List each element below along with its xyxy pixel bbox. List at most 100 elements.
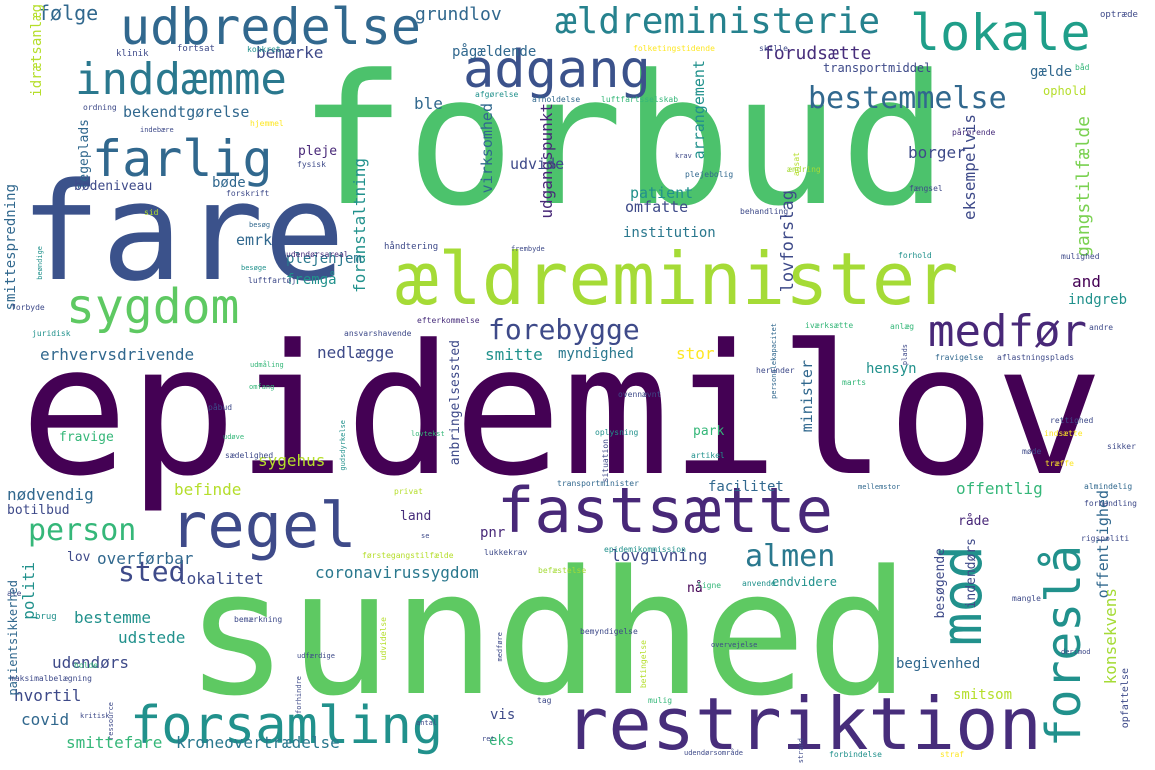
word-134: efterkommelse bbox=[417, 316, 480, 325]
word-45: bøde bbox=[212, 175, 246, 191]
word-198: straf bbox=[940, 750, 965, 759]
word-105: folketingstidende bbox=[633, 44, 715, 53]
word-41: borger bbox=[908, 143, 966, 162]
word-96: smittefare bbox=[66, 733, 163, 752]
word-197: forbindelse bbox=[829, 750, 882, 759]
word-84: coronavirussygdom bbox=[315, 563, 479, 582]
word-36: virksomhed bbox=[478, 103, 496, 194]
word-129: mulighed bbox=[1061, 252, 1100, 261]
word-107: båd bbox=[1075, 63, 1090, 72]
word-1: forbud bbox=[298, 37, 949, 246]
word-192: ressource bbox=[107, 702, 115, 740]
word-135: iværksætte bbox=[805, 321, 854, 330]
word-18: ældreministerie bbox=[555, 1, 881, 42]
word-141: personalekapacitet bbox=[770, 323, 778, 399]
word-90: udendørs bbox=[52, 653, 130, 672]
word-40: gangstilfælde bbox=[1073, 116, 1094, 257]
word-145: fravigelse bbox=[935, 353, 984, 362]
word-154: lovtekst bbox=[411, 430, 445, 438]
word-91: begivenhed bbox=[896, 656, 981, 672]
word-64: park bbox=[693, 424, 725, 439]
word-68: befinde bbox=[174, 480, 242, 499]
word-150: rettighed bbox=[1050, 416, 1094, 425]
word-59: myndighed bbox=[558, 346, 634, 362]
word-194: ret bbox=[482, 735, 495, 743]
word-98: eks bbox=[489, 733, 515, 749]
word-11: inddæmme bbox=[75, 54, 287, 105]
word-13: farlig bbox=[92, 130, 273, 188]
word-127: frembyde bbox=[511, 245, 545, 253]
word-25: grundlov bbox=[415, 4, 502, 25]
word-43: udvide bbox=[510, 155, 565, 173]
word-57: erhvervsdrivende bbox=[40, 345, 195, 364]
word-65: fravige bbox=[59, 430, 114, 445]
word-89: udstede bbox=[118, 628, 186, 647]
word-191: kritisk bbox=[80, 712, 110, 720]
word-137: andre bbox=[1089, 323, 1114, 332]
word-101: optræde bbox=[1100, 10, 1138, 20]
word-94: covid bbox=[21, 710, 70, 729]
word-21: person bbox=[28, 513, 137, 548]
word-178: bemærkning bbox=[234, 615, 283, 624]
word-0: epidemilov bbox=[20, 307, 1104, 516]
word-97: kroneovertrædelse bbox=[176, 733, 340, 752]
word-187: maksimalbelægning bbox=[10, 674, 92, 683]
word-19: bestemmelse bbox=[808, 81, 1007, 116]
word-81: overførbar bbox=[97, 549, 194, 568]
word-60: stor bbox=[676, 344, 715, 363]
word-123: besøg bbox=[249, 221, 271, 229]
word-190: mulig bbox=[648, 696, 673, 705]
word-126: udendørsareal bbox=[286, 250, 349, 259]
word-167: rigspoliti bbox=[1081, 534, 1130, 543]
word-196: strand bbox=[797, 738, 805, 764]
word-16: medfør bbox=[928, 306, 1087, 357]
word-24: følge bbox=[38, 1, 99, 25]
word-42: pleje bbox=[298, 144, 338, 159]
word-128: forhold bbox=[898, 251, 932, 260]
word-122: sid bbox=[144, 208, 159, 217]
word-184: overvejelse bbox=[711, 641, 758, 649]
word-78: indendørs bbox=[964, 538, 979, 609]
word-163: transportminister bbox=[557, 479, 639, 488]
word-170: epidemikommission bbox=[604, 545, 686, 554]
word-66: anbringelsessted bbox=[448, 340, 463, 466]
word-121: fængsel bbox=[909, 184, 943, 193]
word-172: befæstelse bbox=[538, 566, 587, 575]
word-109: afgørelse bbox=[475, 90, 519, 99]
word-113: hjemmel bbox=[250, 119, 284, 128]
word-185: derimod bbox=[1061, 648, 1091, 656]
word-108: ordning bbox=[83, 103, 117, 112]
word-87: bestemme bbox=[74, 608, 152, 627]
word-79: konsekvens bbox=[1101, 588, 1120, 685]
word-102: klinik bbox=[116, 49, 149, 59]
word-157: oplysning bbox=[595, 428, 639, 437]
word-143: marts bbox=[842, 378, 867, 387]
word-166: forhandling bbox=[1084, 499, 1137, 508]
word-159: artikel bbox=[691, 451, 725, 460]
word-169: lukkekrav bbox=[484, 548, 528, 557]
word-119: ændring bbox=[787, 165, 821, 174]
word-195: udendørsområde bbox=[684, 749, 744, 757]
word-69: facilitet bbox=[708, 479, 784, 495]
word-146: aflastningsplads bbox=[997, 353, 1075, 362]
word-34: idrætsanlæg bbox=[29, 4, 45, 97]
word-31: ophold bbox=[1043, 84, 1087, 98]
word-23: sted bbox=[118, 555, 186, 588]
word-92: hvortil bbox=[14, 686, 82, 705]
word-152: sikker bbox=[1107, 442, 1136, 451]
word-176: ale bbox=[7, 589, 22, 598]
word-32: bekendtgørelse bbox=[123, 103, 250, 121]
word-149: ovennævnt bbox=[618, 390, 662, 399]
word-22: almen bbox=[745, 539, 836, 574]
word-47: omfatte bbox=[625, 198, 689, 216]
word-139: ansvarshavende bbox=[344, 329, 412, 338]
word-164: mellemstor bbox=[858, 483, 901, 491]
word-136: anlæg bbox=[890, 322, 915, 331]
word-100: opfattelse bbox=[1120, 668, 1131, 729]
word-17: foreslå bbox=[1036, 545, 1092, 748]
word-124: behandling bbox=[740, 207, 789, 216]
word-93: smitsom bbox=[953, 687, 1013, 703]
word-177: brug bbox=[35, 612, 57, 622]
word-44: patient bbox=[630, 184, 694, 202]
word-181: medføre bbox=[496, 632, 504, 662]
